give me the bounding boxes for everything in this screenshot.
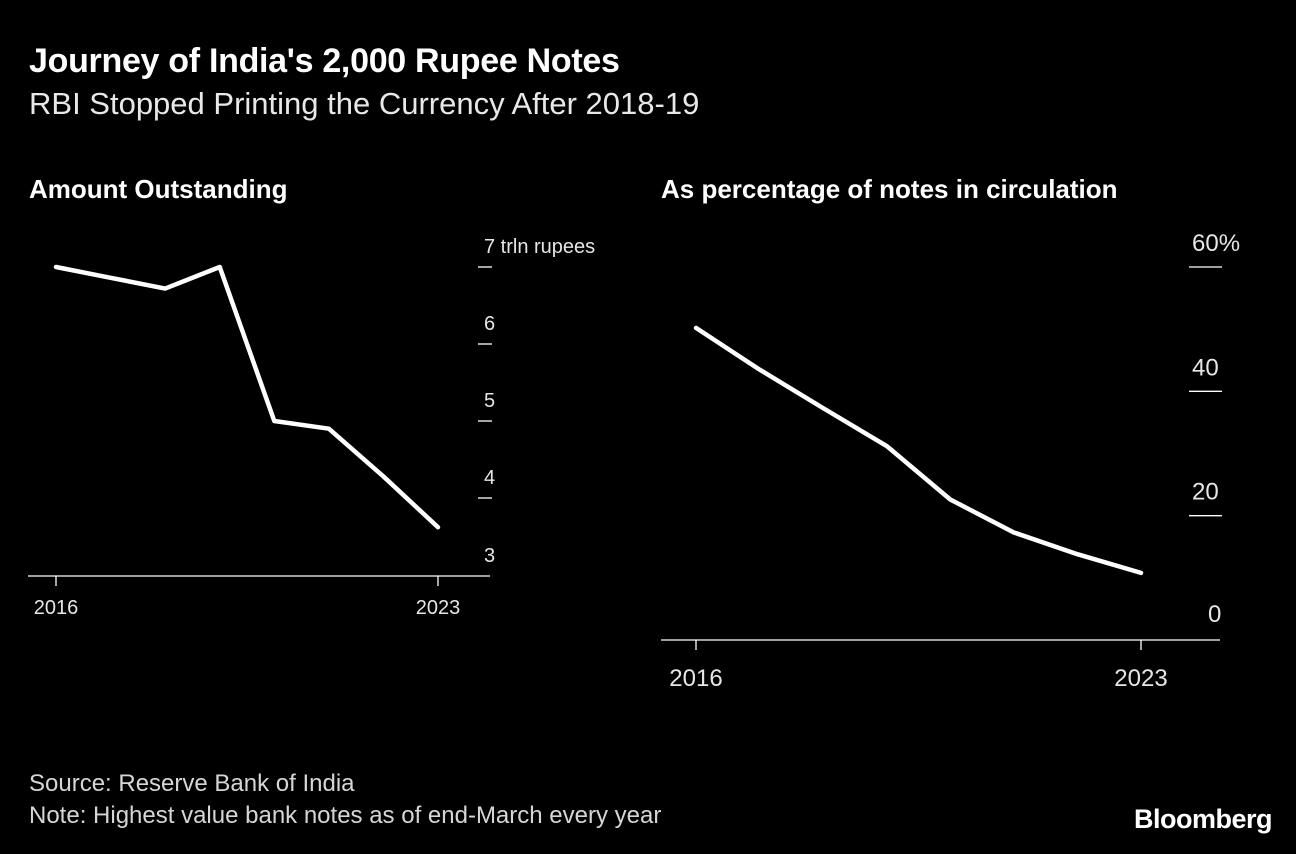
note-text: Note: Highest value bank notes as of end…: [29, 802, 662, 829]
y-tick-label-0-3: 4: [484, 467, 495, 489]
bloomberg-logo: Bloomberg: [1133, 804, 1273, 834]
left-panel-title: Amount Outstanding: [29, 174, 288, 204]
y-tick-label-0-0: 7 trln rupees: [484, 236, 595, 258]
x-tick-label-1-0: 2016: [669, 665, 722, 692]
chart-title: Journey of India's 2,000 Rupee Notes: [29, 42, 620, 80]
series-line-0: [53, 264, 441, 530]
y-tick-label-0-2: 5: [484, 390, 495, 412]
chart-subtitle: RBI Stopped Printing the Currency After …: [29, 86, 700, 121]
y-tick-label-0-4: 3: [484, 545, 495, 567]
source-note: Source: Reserve Bank of India Note: High…: [29, 768, 661, 832]
y-tick-label-1-3: 0: [1208, 601, 1221, 628]
y-tick-label-1-2: 20: [1192, 479, 1219, 506]
y-tick-label-1-0: 60%: [1192, 230, 1240, 257]
x-tick-label-1-1: 2023: [1114, 665, 1167, 692]
x-tick-label-0-1: 2023: [416, 597, 461, 619]
y-tick-label-1-1: 40: [1192, 354, 1219, 381]
right-panel-title: As percentage of notes in circulation: [661, 174, 1118, 204]
x-tick-label-0-0: 2016: [34, 597, 79, 619]
source-text: Source: Reserve Bank of India: [29, 770, 355, 797]
series-line-1: [693, 325, 1144, 576]
y-tick-label-0-1: 6: [484, 313, 495, 335]
